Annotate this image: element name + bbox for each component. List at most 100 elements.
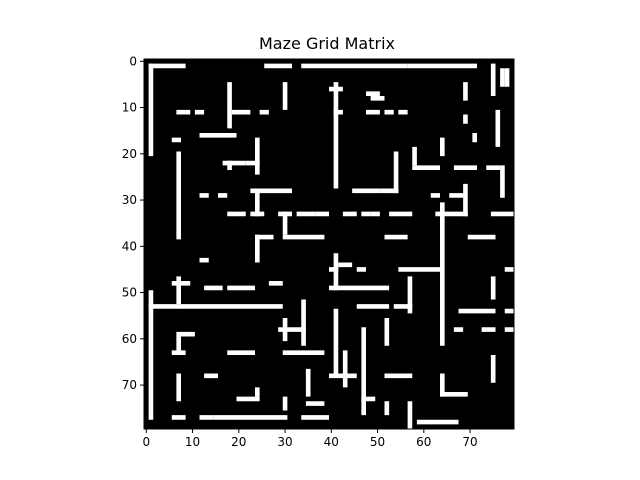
maze-open-run-v-21: [342, 350, 348, 388]
maze-open-run-h-35: [342, 211, 357, 217]
maze-open-run-h-11: [259, 109, 269, 115]
maze-open-run-h-73: [440, 392, 468, 397]
maze-open-run-h-25: [379, 188, 399, 194]
maze-open-run-h-21: [453, 165, 477, 170]
maze-open-run-v-29: [440, 202, 445, 346]
maze-open-run-h-44: [467, 234, 496, 240]
maze-open-run-v-0: [148, 63, 154, 157]
maze-open-run-h-64: [481, 327, 496, 332]
maze-open-run-h-55: [227, 285, 255, 291]
maze-open-run-v-38: [495, 109, 501, 147]
maze-open-run-v-10: [255, 234, 260, 263]
maze-open-run-h-58: [366, 304, 390, 309]
maze-open-run-v-42: [504, 68, 510, 87]
maze-open-run-v-27: [407, 276, 413, 314]
maze-open-run-v-16: [301, 299, 306, 346]
maze-open-run-h-41: [255, 234, 274, 240]
x-tick-label-20: 20: [231, 435, 246, 449]
maze-open-run-h-19: [245, 160, 260, 166]
maze-open-run-v-22: [361, 327, 366, 416]
maze-open-run-h-8: [176, 109, 191, 115]
maze-open-run-h-30: [227, 211, 246, 217]
maze-open-run-h-36: [361, 211, 371, 217]
maze-open-run-h-23: [250, 188, 292, 194]
maze-open-run-v-5: [176, 373, 181, 402]
maze-open-run-v-19: [333, 253, 339, 291]
maze-open-run-h-29: [449, 193, 464, 198]
maze-open-run-v-13: [282, 211, 288, 235]
maze-open-run-v-20: [333, 308, 339, 374]
maze-open-run-h-80: [301, 415, 329, 420]
y-tick-label-20: 20: [122, 147, 137, 161]
maze-open-run-h-43: [384, 234, 408, 240]
maze-open-run-h-4: [458, 63, 477, 69]
maze-open-run-v-15: [282, 396, 288, 411]
maze-open-run-v-32: [463, 82, 468, 101]
maze-open-run-h-0: [148, 63, 186, 69]
maze-open-run-h-17: [171, 137, 181, 143]
maze-open-run-h-77: [171, 415, 186, 420]
maze-open-run-h-66: [176, 331, 195, 337]
maze-open-run-v-31: [440, 137, 445, 157]
maze-open-run-h-37: [370, 211, 380, 217]
maze-open-run-h-13: [366, 109, 380, 115]
maze-open-run-h-27: [218, 193, 228, 198]
maze-open-run-v-18: [333, 82, 339, 189]
maze-open-run-h-16: [199, 133, 237, 138]
maze-open-run-h-46: [338, 262, 353, 268]
maze-open-run-v-11: [255, 387, 260, 397]
maze-open-run-v-28: [407, 401, 413, 429]
maze-open-run-h-9: [194, 109, 205, 115]
maze-open-run-v-3: [176, 276, 181, 305]
maze-open-run-h-78: [199, 415, 214, 420]
maze-open-run-v-40: [500, 165, 505, 198]
maze-open-run-h-26: [199, 193, 209, 198]
maze-open-run-v-1: [148, 290, 154, 420]
maze-open-run-h-24: [352, 188, 380, 194]
maze-open-run-h-67: [227, 350, 255, 355]
x-tick-label-0: 0: [142, 435, 150, 449]
maze-open-run-v-2: [176, 151, 181, 240]
maze-open-run-h-45: [199, 257, 209, 263]
plot-frame: [143, 58, 515, 430]
maze-open-run-h-20: [412, 165, 440, 170]
maze-open-run-v-37: [490, 355, 496, 383]
maze-open-run-h-65: [504, 327, 514, 332]
maze-open-run-v-23: [384, 318, 390, 346]
maze-open-run-h-61: [504, 308, 514, 314]
maze-open-run-h-74: [236, 396, 260, 402]
maze-open-run-h-40: [490, 211, 514, 217]
maze-open-run-h-42: [282, 234, 325, 240]
maze-open-run-h-22: [486, 165, 501, 170]
x-tick-label-40: 40: [324, 435, 339, 449]
maze-open-run-v-26: [412, 146, 417, 166]
y-tick-label-40: 40: [122, 239, 137, 253]
x-tick-label-30: 30: [277, 435, 292, 449]
maze-open-run-h-76: [305, 401, 325, 406]
x-tick-label-50: 50: [370, 435, 385, 449]
chart-title: Maze Grid Matrix: [259, 34, 395, 53]
maze-open-run-h-33: [296, 211, 316, 217]
maze-open-run-v-30: [440, 373, 445, 397]
x-axis: 0 10 20 30 40 50 60 70: [142, 429, 478, 449]
maze-open-run-h-57: [356, 304, 366, 309]
maze-open-run-h-14: [384, 109, 394, 115]
maze-open-run-h-28: [430, 193, 440, 198]
maze-open-run-v-17: [305, 368, 311, 397]
maze-open-run-h-18: [222, 160, 246, 166]
maze-open-run-v-24: [384, 401, 390, 416]
maze-open-run-v-33: [463, 114, 468, 124]
maze-open-run-v-4: [176, 336, 181, 355]
maze-open-run-h-60: [458, 308, 496, 314]
maze-open-run-v-39: [500, 68, 505, 87]
maze-open-run-v-35: [490, 63, 496, 96]
maze-open-run-h-50: [504, 267, 514, 272]
maze-open-run-h-53: [329, 285, 390, 291]
maze-open-run-h-72: [204, 373, 218, 379]
maze-open-run-h-7: [370, 96, 385, 101]
maze-open-run-h-56: [148, 304, 283, 309]
y-tick-label-50: 50: [122, 286, 137, 300]
maze-open-run-h-34: [315, 211, 329, 217]
maze-open-run-h-59: [393, 304, 413, 309]
